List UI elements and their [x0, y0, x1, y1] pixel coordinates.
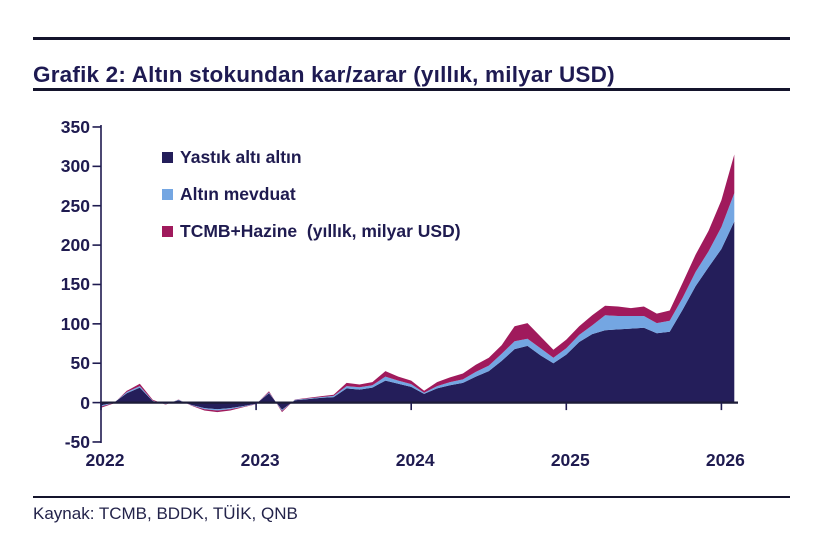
y-tick-label: 300: [60, 156, 90, 177]
y-tick-label: 150: [60, 274, 90, 295]
title-underline-rule: [33, 88, 790, 91]
y-tick-label: 100: [60, 313, 90, 334]
legend-item: Yastık altı altın: [162, 146, 461, 168]
top-rule: [33, 37, 790, 40]
x-tick-label: 2022: [85, 450, 125, 470]
legend-swatch-icon: [162, 188, 173, 200]
legend-item: Altın mevduat: [162, 183, 461, 205]
legend-swatch-icon: [162, 151, 173, 163]
y-tick-label: 200: [60, 235, 90, 256]
y-tick-label: -50: [64, 431, 90, 452]
chart-title: Grafik 2: Altın stokundan kar/zarar (yıl…: [33, 62, 615, 88]
bottom-rule: [33, 496, 790, 498]
y-tick-label: 350: [60, 116, 90, 137]
legend-label: TCMB+Hazine (yıllık, milyar USD): [180, 220, 461, 241]
legend-swatch-icon: [162, 225, 173, 237]
legend-label: Yastık altı altın: [180, 146, 302, 167]
source-note: Kaynak: TCMB, BDDK, TÜİK, QNB: [33, 504, 298, 523]
y-tick-label: 0: [80, 392, 90, 413]
y-tick-label: 50: [70, 353, 90, 374]
x-tick-label: 2023: [240, 450, 280, 470]
x-tick-label: 2025: [550, 450, 590, 470]
area-series: [101, 221, 735, 410]
legend-item: TCMB+Hazine (yıllık, milyar USD): [162, 220, 461, 242]
legend: Yastık altı altın Altın mevduat TCMB+Hazin…: [162, 146, 461, 257]
y-tick-label: 250: [60, 195, 90, 216]
x-tick-label: 2024: [395, 450, 435, 470]
legend-label: Altın mevduat: [180, 183, 296, 204]
x-tick-label: 2026: [705, 450, 745, 470]
